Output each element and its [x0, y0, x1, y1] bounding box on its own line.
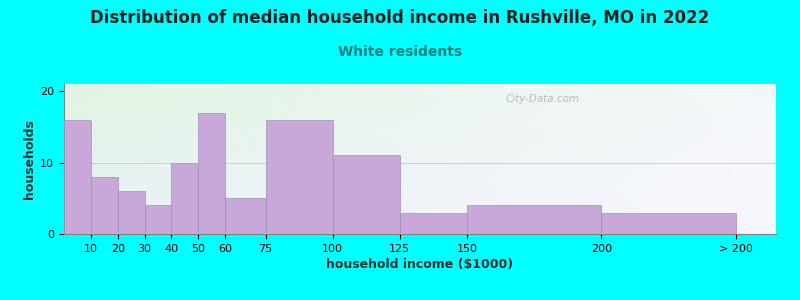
- Y-axis label: households: households: [23, 119, 36, 199]
- Bar: [266, 120, 333, 234]
- X-axis label: household income ($1000): household income ($1000): [326, 258, 514, 271]
- Bar: [145, 206, 171, 234]
- Bar: [64, 120, 91, 234]
- Bar: [333, 155, 400, 234]
- Bar: [91, 177, 118, 234]
- Bar: [400, 213, 467, 234]
- Bar: [467, 206, 602, 234]
- Bar: [171, 163, 198, 234]
- Bar: [226, 198, 266, 234]
- Bar: [118, 191, 145, 234]
- Bar: [602, 213, 736, 234]
- Bar: [198, 112, 226, 234]
- Text: White residents: White residents: [338, 45, 462, 59]
- Text: Distribution of median household income in Rushville, MO in 2022: Distribution of median household income …: [90, 9, 710, 27]
- Text: City-Data.com: City-Data.com: [506, 94, 579, 104]
